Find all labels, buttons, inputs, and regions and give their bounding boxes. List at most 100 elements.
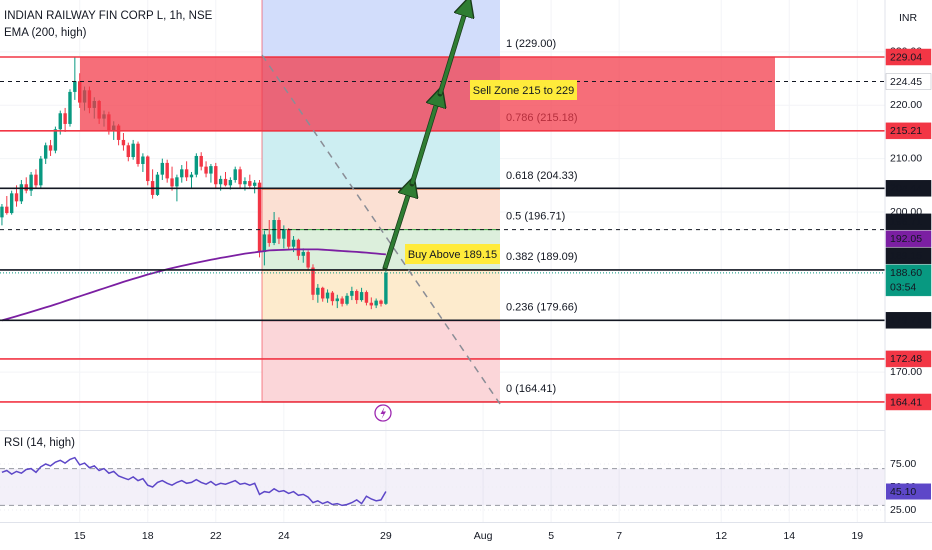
rsi-badge-label: 45.10 (890, 486, 916, 498)
candle-body (5, 206, 9, 214)
annotation-box (405, 244, 500, 264)
candle-body (209, 166, 213, 174)
candle-body (286, 229, 291, 247)
x-tick-label: 15 (74, 530, 86, 542)
price-badge (885, 180, 932, 197)
candle-body (68, 91, 72, 124)
candle-body (262, 234, 267, 253)
projection-line (261, 54, 501, 405)
fib-label: 0.236 (179.66) (506, 301, 578, 313)
fib-zone (262, 320, 500, 402)
fib-label: 0 (164.41) (506, 383, 556, 395)
y-tick-label: 220.00 (890, 99, 922, 111)
rsi-label: RSI (14, high) (4, 437, 75, 449)
candle-body (218, 178, 223, 185)
candle-body (19, 184, 24, 202)
indicator-label: EMA (200, high) (4, 27, 87, 39)
candle-body (189, 174, 194, 178)
x-tick-label: 18 (142, 530, 154, 542)
candle-body (53, 129, 58, 151)
candle-body (9, 193, 14, 214)
candle-body (257, 182, 262, 253)
candle-body (374, 300, 378, 306)
candle-body (43, 145, 48, 159)
x-tick-label: Aug (474, 530, 493, 542)
price-badge (885, 312, 932, 329)
candle-body (345, 295, 349, 304)
fib-zone (262, 188, 500, 230)
price-badge-label: 204.44 (890, 183, 922, 195)
arrow (438, 6, 467, 95)
candle-body (248, 181, 252, 186)
candle-body (131, 143, 135, 158)
candle-body (311, 267, 315, 295)
fib-zone (262, 270, 500, 321)
price-badge-label: 192.05 (890, 233, 922, 245)
candle-body (330, 292, 335, 302)
candle-body (282, 229, 286, 239)
candle-body (335, 298, 339, 302)
price-badge-label: 215.21 (890, 125, 922, 137)
price-badge-label: 229.04 (890, 51, 922, 63)
price-badge (885, 48, 932, 66)
candle-body (369, 302, 374, 306)
candle-body (48, 145, 53, 151)
candle-body (296, 239, 301, 256)
price-badge-label: 196.71 (890, 216, 922, 228)
candle-body (184, 169, 189, 178)
arrow (410, 96, 439, 185)
candle-body (175, 177, 179, 187)
candle-body (350, 291, 354, 296)
symbol-title: INDIAN RAILWAY FIN CORP L, 1h, NSE (4, 10, 213, 22)
candle-body (228, 179, 233, 186)
candle-body (214, 166, 218, 185)
x-tick-label: 12 (715, 530, 727, 542)
candle-body (325, 292, 330, 299)
candle-body (199, 155, 203, 167)
candle-body (180, 169, 184, 178)
candle-body (29, 174, 33, 191)
candle-body (170, 178, 174, 187)
y-tick-label: 170.00 (890, 366, 922, 378)
event-icon-bolt (380, 407, 386, 419)
candle-body (136, 143, 140, 164)
candle-body (121, 139, 126, 146)
candle-body (63, 113, 67, 124)
candle-body (384, 272, 388, 304)
candle-body (141, 156, 145, 164)
arrow (383, 186, 411, 269)
x-tick-label: 14 (783, 530, 795, 542)
fib-label: 0.618 (204.33) (506, 170, 578, 182)
x-tick-label: 29 (380, 530, 392, 542)
x-tick-label: 24 (278, 530, 290, 542)
price-badge-label: 172.48 (890, 353, 922, 365)
price-badge (885, 264, 932, 297)
fib-label: 0.382 (189.09) (506, 251, 578, 263)
countdown: 03:54 (890, 282, 916, 294)
x-tick-label: 5 (548, 530, 554, 542)
annotation-box (470, 80, 577, 100)
candle-body (291, 239, 296, 247)
price-badge-label: 189.15 (890, 250, 922, 262)
candle-body (34, 174, 38, 186)
overlay-layer: 1 (229.00)0.786 (215.18)0.618 (204.33)0.… (0, 6, 885, 422)
price-badge (885, 350, 932, 368)
candle-body (116, 125, 121, 140)
candle-body (238, 169, 242, 185)
currency: INR (899, 12, 918, 24)
candle-body (160, 162, 165, 175)
candle-body (146, 156, 150, 182)
y-tick-label: 210.00 (890, 152, 922, 164)
candle-body (0, 206, 4, 218)
candle-body (223, 178, 228, 186)
candle-body (165, 162, 169, 179)
fib-label: 0.5 (196.71) (506, 210, 565, 222)
candle-body (39, 158, 43, 186)
candle-body (155, 174, 160, 195)
rsi-badge (886, 483, 931, 500)
candle-body (340, 298, 344, 304)
rsi-tick-label: 75.00 (890, 458, 916, 470)
